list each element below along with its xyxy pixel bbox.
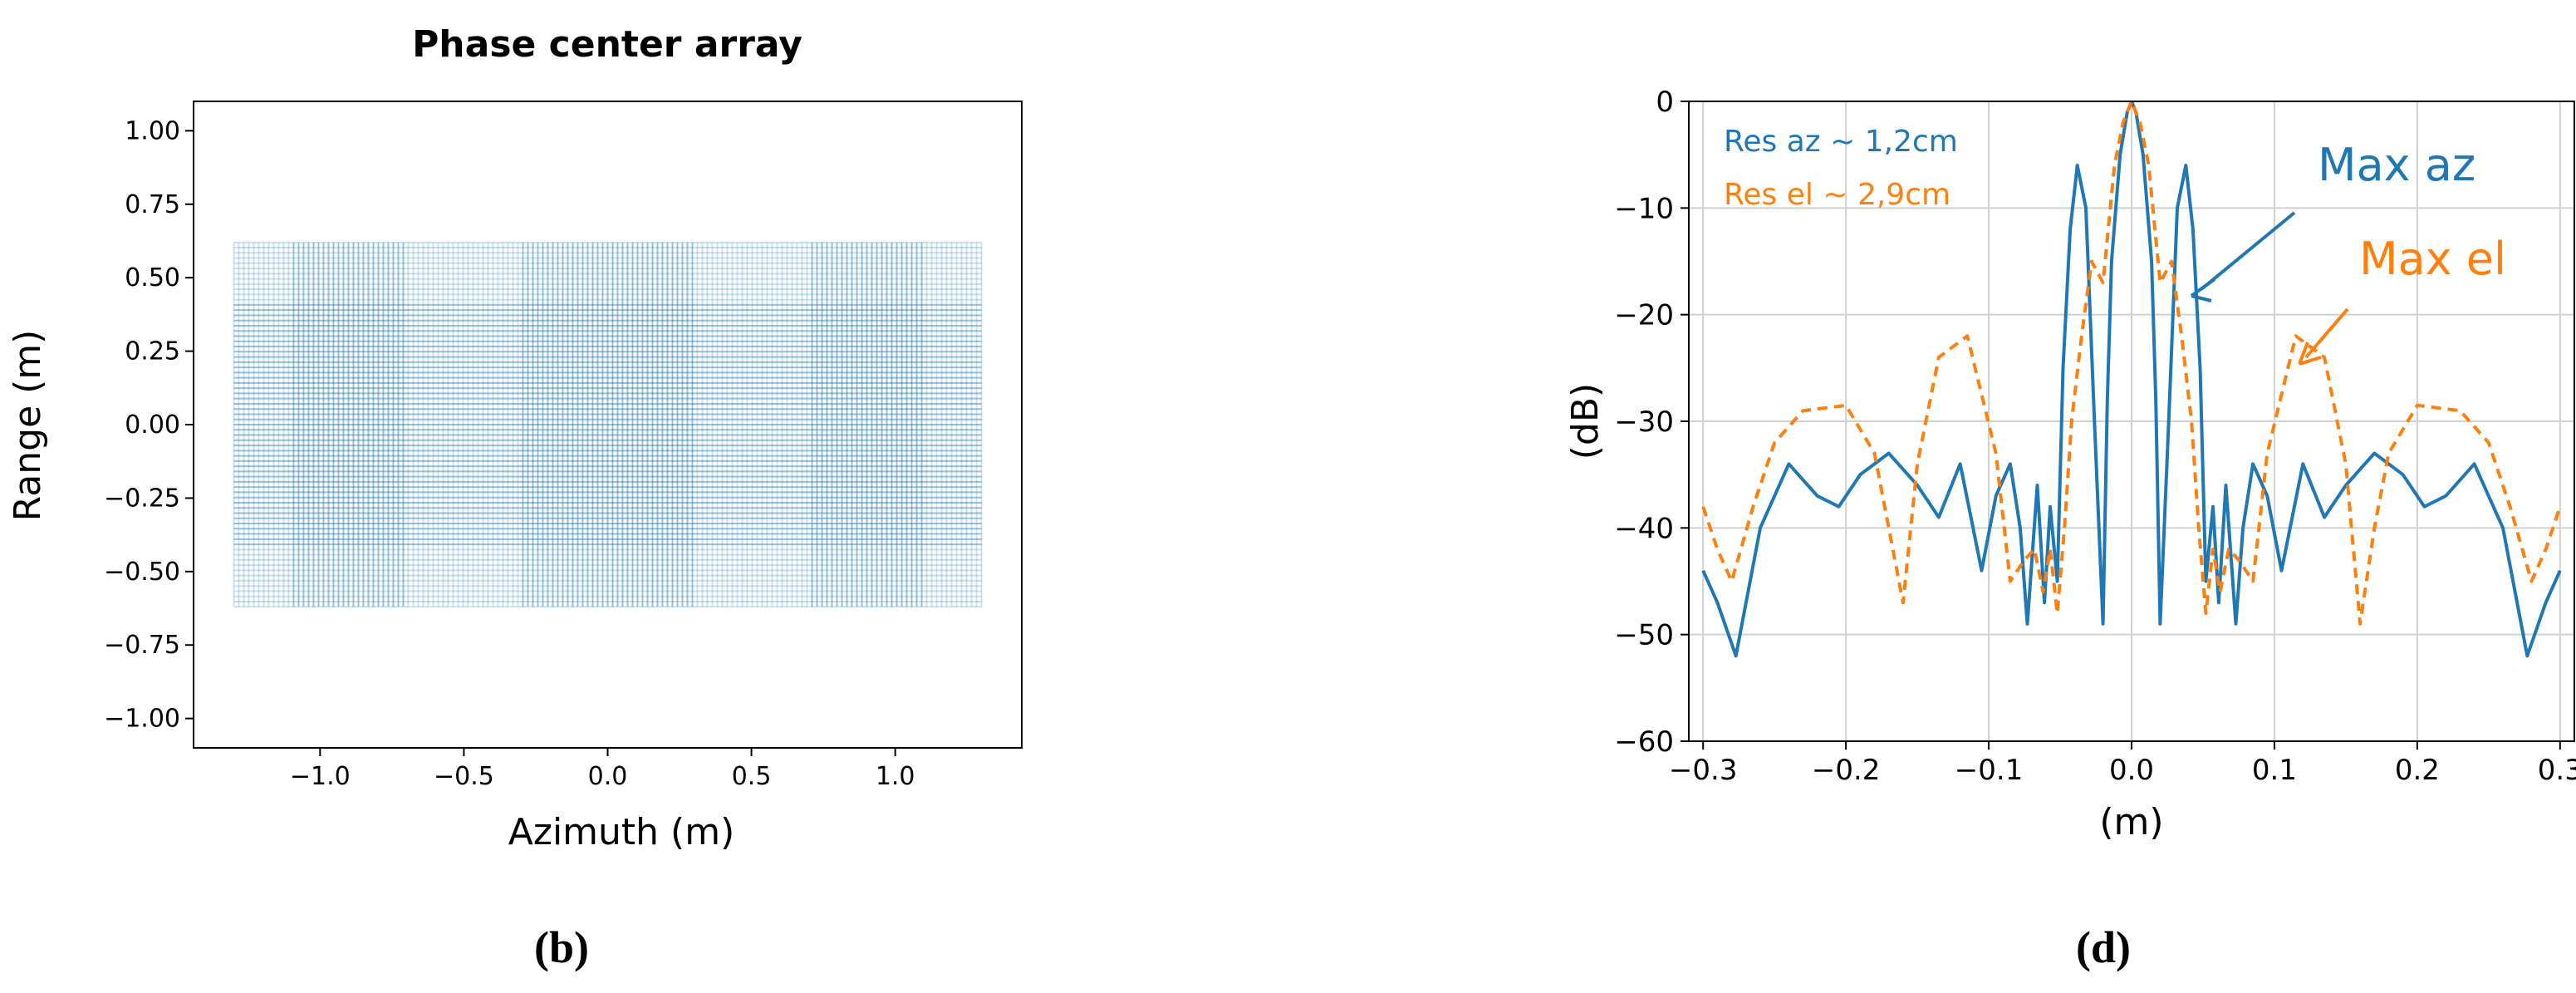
y-tick-label: −0.50 (104, 558, 180, 587)
phase-center-array (233, 241, 983, 608)
chart-d-y-ticks: 0 −10 −20 −30 −40 −50 −60 (1614, 86, 1689, 759)
chart-d-x-ticks: −0.3 −0.2 −0.1 0.0 0.1 0.2 0.3 (1669, 741, 2576, 787)
series-az-line (1701, 101, 2562, 658)
legend-res-el: Res el ~ 2,9cm (1724, 178, 1950, 212)
y-tick-label: 0 (1656, 86, 1674, 119)
y-tick-label: −1.00 (104, 705, 180, 734)
y-tick-label: −0.25 (104, 484, 180, 513)
y-tick-label: −0.75 (104, 631, 180, 660)
panel-b-label: (b) (534, 922, 589, 972)
y-tick-label: 0.50 (125, 263, 180, 292)
x-tick-label: −0.3 (1669, 754, 1738, 787)
x-tick-label: −0.5 (434, 762, 494, 791)
y-tick-label: −60 (1614, 725, 1674, 759)
panel-d: −0.3 −0.2 −0.1 0.0 0.1 0.2 0.3 0 −10 −20 −30 −40 −5… (1564, 86, 2576, 972)
x-tick-label: 1.0 (876, 762, 915, 791)
x-tick-label: 0.3 (2538, 754, 2576, 787)
y-tick-label: −40 (1614, 512, 1674, 545)
arrow-max-el-head (2298, 342, 2322, 366)
x-tick-label: −1.0 (290, 762, 351, 791)
y-tick-label: −30 (1614, 406, 1674, 439)
chart-b-y-ticks: 1.00 0.75 0.50 0.25 0.00 −0.25 −0.50 −0.75 −1.00 (104, 116, 194, 734)
chart-d-y-label: (dB) (1564, 383, 1607, 460)
annotation-max-el: Max el (2359, 233, 2506, 285)
chart-b-y-label: Range (m) (7, 330, 49, 522)
x-tick-label: 0.5 (732, 762, 772, 791)
chart-b-x-label: Azimuth (m) (508, 811, 735, 853)
y-tick-label: 0.75 (125, 190, 180, 219)
legend-res-az: Res az ~ 1,2cm (1724, 125, 1958, 159)
y-tick-label: −10 (1614, 192, 1674, 225)
panel-b: Phase center array −1.0 −0.5 0.0 0.5 1.0 1.0… (7, 23, 1023, 972)
y-tick-label: 0.25 (125, 337, 180, 366)
chart-b-title: Phase center array (412, 23, 802, 66)
x-tick-label: −0.2 (1812, 754, 1881, 787)
arrow-max-el-shaft (2304, 307, 2349, 359)
arrow-max-az-head (2190, 278, 2216, 302)
series-el-line (1701, 101, 2562, 626)
y-tick-label: −50 (1614, 619, 1674, 652)
panel-d-label: (d) (2076, 922, 2131, 972)
annotation-max-az: Max az (2318, 139, 2475, 191)
y-tick-label: 0.00 (125, 410, 180, 440)
x-tick-label: 0.0 (2109, 754, 2154, 787)
chart-d-series (1701, 101, 2562, 658)
x-tick-label: 0.0 (588, 762, 628, 791)
y-tick-label: 1.00 (125, 116, 180, 145)
arrow-max-az-shaft (2200, 211, 2296, 291)
chart-d-x-label: (m) (2099, 801, 2163, 843)
chart-b-x-ticks: −1.0 −0.5 0.0 0.5 1.0 (290, 748, 915, 791)
x-tick-label: 0.2 (2395, 754, 2440, 787)
x-tick-label: 0.1 (2252, 754, 2297, 787)
y-tick-label: −20 (1614, 299, 1674, 332)
x-tick-label: −0.1 (1955, 754, 2024, 787)
